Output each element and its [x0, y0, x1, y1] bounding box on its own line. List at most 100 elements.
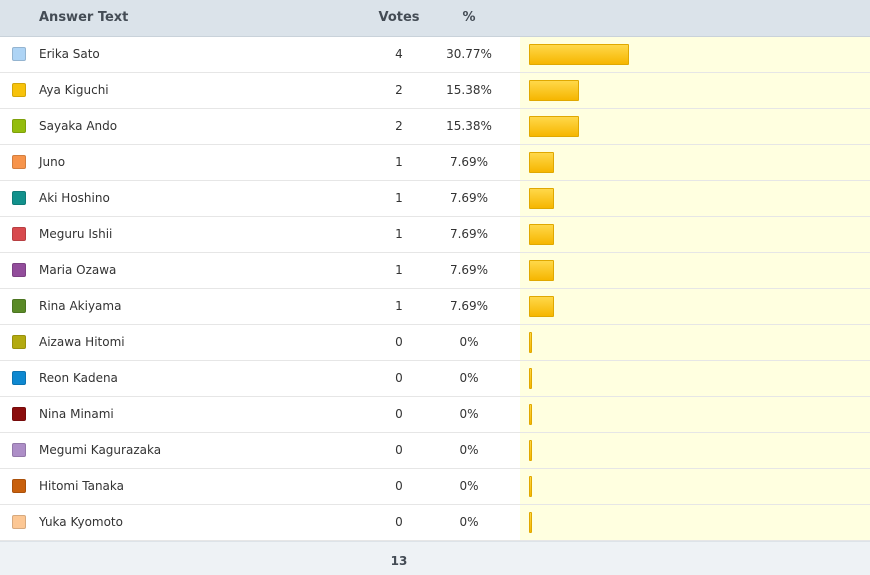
vote-count: 0	[395, 479, 403, 493]
answer-row: Megumi Kagurazaka 0 0%	[0, 433, 870, 469]
bar-track	[520, 289, 870, 324]
vote-percent: 7.69%	[449, 263, 489, 277]
color-swatch	[12, 191, 26, 205]
answer-label: Yuka Kyomoto	[39, 515, 123, 529]
answer-label: Aki Hoshino	[39, 191, 110, 205]
vote-count: 0	[395, 407, 403, 421]
answer-label: Rina Akiyama	[39, 299, 122, 313]
result-bar	[529, 512, 532, 533]
color-swatch	[12, 479, 26, 493]
vote-percent: 15.38%	[446, 83, 492, 97]
color-swatch	[12, 119, 26, 133]
result-bar	[529, 476, 532, 497]
results-footer: 13	[0, 541, 870, 575]
answer-row: Hitomi Tanaka 0 0%	[0, 469, 870, 505]
answer-row: Juno 1 7.69%	[0, 145, 870, 181]
result-bar	[529, 296, 554, 317]
result-bar	[529, 44, 629, 65]
bar-track	[520, 469, 870, 504]
answer-label: Reon Kadena	[39, 371, 118, 385]
answer-label: Hitomi Tanaka	[39, 479, 124, 493]
vote-count: 0	[395, 371, 403, 385]
vote-count: 2	[395, 119, 403, 133]
vote-count: 0	[395, 335, 403, 349]
vote-count: 0	[395, 443, 403, 457]
vote-count: 1	[395, 299, 403, 313]
vote-percent: 15.38%	[446, 119, 492, 133]
bar-track	[520, 181, 870, 216]
answer-label: Megumi Kagurazaka	[39, 443, 162, 457]
color-swatch	[12, 407, 26, 421]
bar-track	[520, 325, 870, 360]
result-bar	[529, 260, 554, 281]
bar-track	[520, 217, 870, 252]
result-bar	[529, 224, 554, 245]
vote-percent: 0%	[459, 371, 479, 385]
answer-row: Yuka Kyomoto 0 0%	[0, 505, 870, 541]
vote-percent: 0%	[459, 515, 479, 529]
answer-row: Aya Kiguchi 2 15.38%	[0, 73, 870, 109]
answer-row: Aizawa Hitomi 0 0%	[0, 325, 870, 361]
bar-track	[520, 397, 870, 432]
bar-track	[520, 361, 870, 396]
result-bar	[529, 332, 532, 353]
vote-count: 1	[395, 191, 403, 205]
answer-label: Meguru Ishii	[39, 227, 113, 241]
answer-row: Erika Sato 4 30.77%	[0, 37, 870, 73]
result-bar	[529, 188, 554, 209]
color-swatch	[12, 263, 26, 277]
vote-count: 4	[395, 47, 403, 61]
answer-label: Sayaka Ando	[39, 119, 118, 133]
answer-row: Rina Akiyama 1 7.69%	[0, 289, 870, 325]
total-votes: 13	[390, 554, 408, 568]
result-bar	[529, 368, 532, 389]
bar-track	[520, 145, 870, 180]
color-swatch	[12, 47, 26, 61]
color-swatch	[12, 515, 26, 529]
bar-track	[520, 505, 870, 540]
results-header: Answer Text Votes %	[0, 0, 870, 37]
percent-header: %	[462, 10, 476, 25]
answer-row: Maria Ozawa 1 7.69%	[0, 253, 870, 289]
color-swatch	[12, 83, 26, 97]
answer-label: Nina Minami	[39, 407, 114, 421]
vote-percent: 7.69%	[449, 299, 489, 313]
color-swatch	[12, 443, 26, 457]
vote-count: 1	[395, 227, 403, 241]
answer-row: Meguru Ishii 1 7.69%	[0, 217, 870, 253]
answer-row: Sayaka Ando 2 15.38%	[0, 109, 870, 145]
color-swatch	[12, 227, 26, 241]
vote-percent: 0%	[459, 443, 479, 457]
answer-label: Erika Sato	[39, 47, 100, 61]
result-bar	[529, 80, 579, 101]
vote-count: 1	[395, 155, 403, 169]
vote-count: 1	[395, 263, 403, 277]
vote-percent: 7.69%	[449, 227, 489, 241]
answer-text-header: Answer Text	[39, 10, 129, 25]
result-bar	[529, 152, 554, 173]
color-swatch	[12, 299, 26, 313]
answer-row: Reon Kadena 0 0%	[0, 361, 870, 397]
color-swatch	[12, 371, 26, 385]
vote-percent: 7.69%	[449, 191, 489, 205]
vote-count: 2	[395, 83, 403, 97]
answer-label: Aya Kiguchi	[39, 83, 109, 97]
vote-percent: 30.77%	[446, 47, 492, 61]
answer-row: Aki Hoshino 1 7.69%	[0, 181, 870, 217]
vote-percent: 0%	[459, 407, 479, 421]
answer-label: Aizawa Hitomi	[39, 335, 125, 349]
vote-percent: 7.69%	[449, 155, 489, 169]
votes-header: Votes	[378, 10, 420, 25]
answer-row: Nina Minami 0 0%	[0, 397, 870, 433]
bar-track	[520, 253, 870, 288]
result-bar	[529, 404, 532, 425]
result-bar	[529, 440, 532, 461]
answer-label: Juno	[39, 155, 66, 169]
vote-percent: 0%	[459, 479, 479, 493]
vote-count: 0	[395, 515, 403, 529]
result-bar	[529, 116, 579, 137]
answer-label: Maria Ozawa	[39, 263, 117, 277]
color-swatch	[12, 155, 26, 169]
color-swatch	[12, 335, 26, 349]
